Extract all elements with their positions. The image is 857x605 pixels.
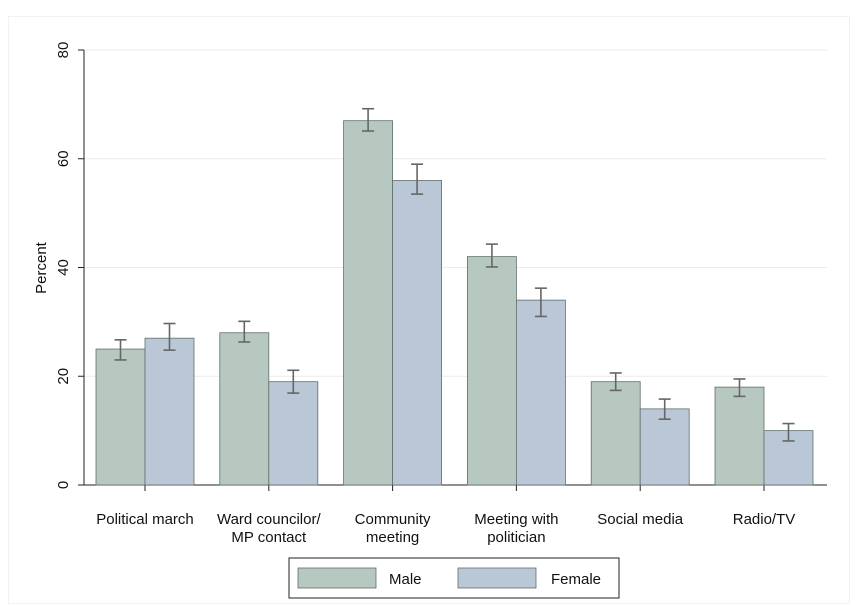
category-label: meeting <box>366 529 419 546</box>
legend-label-female: Female <box>551 571 601 588</box>
category-label: Community <box>355 511 431 528</box>
error-bar-male-2 <box>362 107 375 132</box>
error-bar-female-3 <box>534 287 547 318</box>
category-label: Political march <box>96 511 194 528</box>
error-bar-male-0 <box>114 339 127 361</box>
bar-female-0 <box>144 337 195 486</box>
error-bars <box>114 107 795 442</box>
bar-male-3 <box>466 256 517 486</box>
category-label: Ward councilor/ <box>217 511 321 528</box>
error-bar-male-4 <box>609 372 622 392</box>
category-label: MP contact <box>231 529 307 546</box>
bar-female-3 <box>516 299 566 486</box>
category-label: Social media <box>597 511 684 528</box>
y-tick-label: 40 <box>55 259 72 276</box>
axes: 0 20 40 60 80 <box>55 42 827 491</box>
bar-female-4 <box>639 408 690 486</box>
bar-male-0 <box>95 348 146 486</box>
bars <box>95 120 814 486</box>
bar-male-4 <box>590 381 641 486</box>
error-bar-female-5 <box>782 422 795 442</box>
category-label: Radio/TV <box>733 511 796 528</box>
bar-male-2 <box>343 120 394 486</box>
bar-female-1 <box>268 381 319 486</box>
category-label: Meeting with <box>474 511 558 528</box>
legend-swatch-male <box>297 567 377 589</box>
error-bar-male-5 <box>733 378 746 398</box>
error-bar-male-3 <box>485 243 498 268</box>
bar-female-2 <box>392 180 443 486</box>
y-tick-label: 60 <box>55 150 72 167</box>
y-tick-label: 80 <box>55 42 72 59</box>
legend: Male Female <box>288 557 620 599</box>
legend-label-male: Male <box>389 571 422 588</box>
error-bar-female-4 <box>658 398 671 421</box>
error-bar-female-0 <box>163 322 176 351</box>
bar-male-5 <box>714 386 765 486</box>
bar-male-1 <box>219 332 270 486</box>
error-bar-female-1 <box>287 369 300 394</box>
y-tick-label: 0 <box>55 481 72 489</box>
gridlines <box>84 49 827 377</box>
legend-swatch-female <box>457 567 537 589</box>
error-bar-male-1 <box>238 320 251 343</box>
category-label: politician <box>487 529 545 546</box>
error-bar-female-2 <box>411 163 424 195</box>
y-tick-label: 20 <box>55 368 72 385</box>
y-axis-title: Percent <box>33 241 50 294</box>
category-labels: Political march Ward councilor/MP contact… <box>96 511 795 546</box>
